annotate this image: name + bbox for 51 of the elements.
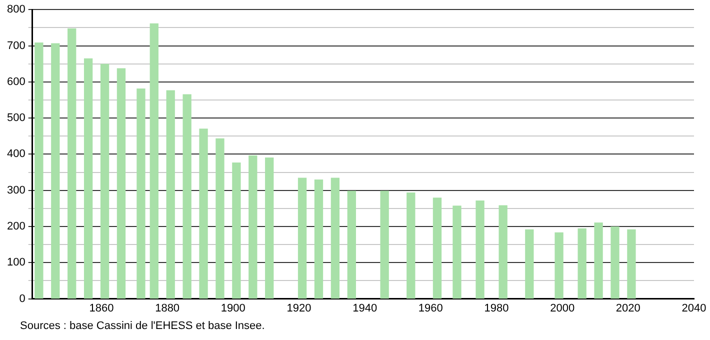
bar (182, 94, 192, 299)
x-tick-label: 1880 (155, 302, 180, 314)
bar (116, 68, 126, 299)
bar (68, 28, 76, 299)
y-tick-label: 200 (6, 220, 26, 233)
x-tick-label: 2020 (616, 302, 640, 314)
bar (248, 155, 258, 299)
y-tick-label: 400 (6, 148, 26, 160)
bar (610, 226, 620, 299)
x-tick-label: 1860 (89, 302, 114, 314)
bar (51, 43, 60, 299)
x-tick-label: 1960 (418, 302, 443, 314)
bar (476, 200, 484, 299)
y-tick-label: 0 (19, 292, 26, 305)
bar (347, 190, 356, 299)
bar (594, 222, 603, 299)
y-tick-label: 600 (6, 76, 26, 88)
y-tick-label: 300 (6, 184, 26, 196)
bar (166, 90, 175, 299)
y-tick-label: 800 (6, 4, 26, 16)
bar (627, 229, 636, 299)
bar (314, 180, 324, 299)
bar (498, 205, 508, 299)
bar (380, 190, 389, 299)
x-tick-label: 1940 (352, 302, 378, 314)
x-tick-label: 1900 (220, 302, 246, 314)
source-note: Sources : base Cassini de l'EHESS et base Insee. (20, 320, 266, 332)
bar (100, 64, 110, 299)
bar (406, 192, 416, 299)
bar (216, 138, 224, 299)
bar (452, 206, 462, 299)
bar (330, 178, 340, 299)
y-tick-label: 100 (6, 256, 26, 269)
bar (432, 198, 442, 299)
x-tick-label: 2040 (682, 302, 706, 314)
bar (150, 23, 158, 299)
bar (136, 88, 146, 299)
bar (199, 128, 208, 299)
bar (265, 157, 274, 299)
bar (525, 229, 534, 299)
x-tick-label: 1920 (286, 302, 312, 314)
bar (578, 228, 586, 299)
y-tick-label: 700 (6, 40, 26, 52)
x-tick-label: 2000 (550, 302, 575, 314)
bar (298, 178, 307, 299)
y-tick-label: 500 (6, 112, 26, 124)
bar (84, 58, 93, 299)
x-tick-label: 1980 (484, 302, 509, 314)
bar (554, 232, 564, 299)
bar (34, 42, 44, 299)
bar (232, 162, 241, 299)
